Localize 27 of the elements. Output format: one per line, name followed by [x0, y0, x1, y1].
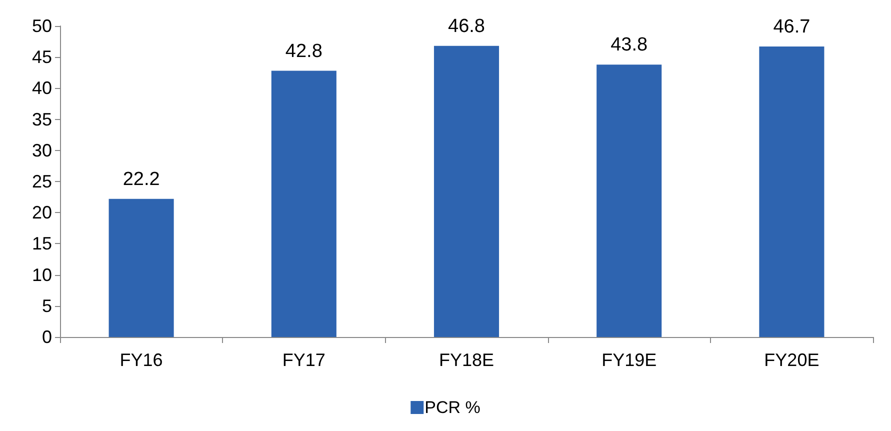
y-tick-label: 40	[32, 78, 52, 98]
data-label: 42.8	[285, 40, 322, 62]
y-tick-label: 35	[32, 109, 52, 130]
y-tick-label: 15	[32, 234, 52, 254]
y-tick-label: 5	[42, 296, 52, 316]
x-tick-label: FY18E	[438, 350, 494, 370]
y-tick-label: 25	[32, 172, 52, 192]
y-tick-label: 10	[32, 264, 52, 285]
data-label: 22.2	[122, 168, 160, 190]
bar	[596, 64, 662, 337]
y-tick-label: 20	[32, 202, 52, 223]
bar	[759, 46, 824, 337]
y-tick-label: 30	[32, 140, 52, 160]
x-tick-label: FY20E	[764, 350, 820, 370]
x-tick-label: FY16	[120, 350, 163, 370]
bar	[108, 198, 174, 337]
x-tick-label: FY17	[282, 350, 326, 370]
x-tick-label: FY19E	[602, 350, 657, 370]
y-tick-label: 50	[32, 16, 52, 36]
data-label: 46.7	[773, 16, 810, 38]
data-label: 43.8	[610, 34, 648, 56]
bar	[271, 70, 336, 337]
y-tick-label: 0	[42, 327, 52, 347]
legend-label: PCR %	[424, 398, 480, 417]
data-label: 46.8	[448, 16, 485, 37]
bar	[434, 46, 500, 337]
y-tick-label: 45	[32, 47, 52, 68]
